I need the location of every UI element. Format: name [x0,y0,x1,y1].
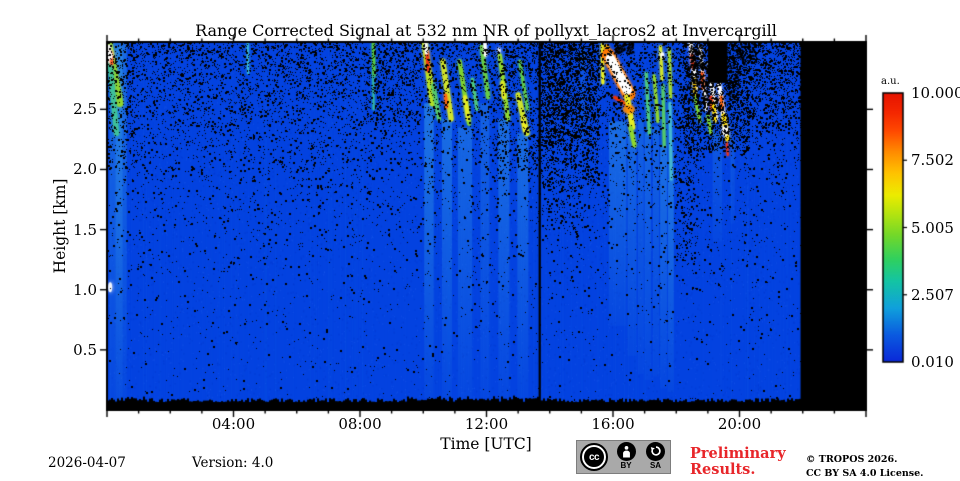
colorbar-tick-label: 0.010 [911,353,954,371]
version-label: Version: 4.0 [192,455,274,471]
y-tick-label: 2.0 [73,160,97,179]
x-tick-label: 16:00 [591,415,635,433]
cc-by-group: BY [616,441,636,474]
y-tick-label: 0.5 [73,340,97,359]
cc-logo-icon: cc [580,443,608,471]
date-label: 2026-04-07 [48,455,126,471]
cc-by-person-icon [616,441,636,461]
x-tick-label: 12:00 [464,415,509,433]
colorbar-tick-label: 7.502 [911,151,954,170]
y-tick-label: 1.0 [73,280,97,299]
cc-by-label: BY [620,460,632,470]
cc-sa-group: SA [646,441,665,474]
cc-logo-text: cc [588,451,600,463]
cc-sa-arrow-icon [646,441,665,461]
chart-title: Range Corrected Signal at 532 nm NR of p… [195,21,777,40]
x-tick-label: 04:00 [211,415,256,433]
y-tick-label: 1.5 [73,220,97,239]
preliminary-results-label: Preliminary Results. [690,445,786,478]
x-tick-label: 08:00 [338,415,382,433]
colorbar-tick-label: 5.005 [911,218,954,237]
x-axis-label: Time [UTC] [440,435,532,453]
cc-by-sa-badge: cc BY SA [576,440,671,474]
copyright-label: © TROPOS 2026. CC BY SA 4.0 License. [806,454,924,479]
colorbar-unit-label: a.u. [881,76,900,87]
y-tick-label: 2.5 [73,100,97,119]
colorbar-tick-label: 10.000 [911,84,960,102]
cc-sa-label: SA [649,460,662,470]
y-axis-label: Height [km] [51,178,69,274]
x-tick-label: 20:00 [717,415,762,433]
colorbar-tick-label: 2.507 [911,285,954,304]
